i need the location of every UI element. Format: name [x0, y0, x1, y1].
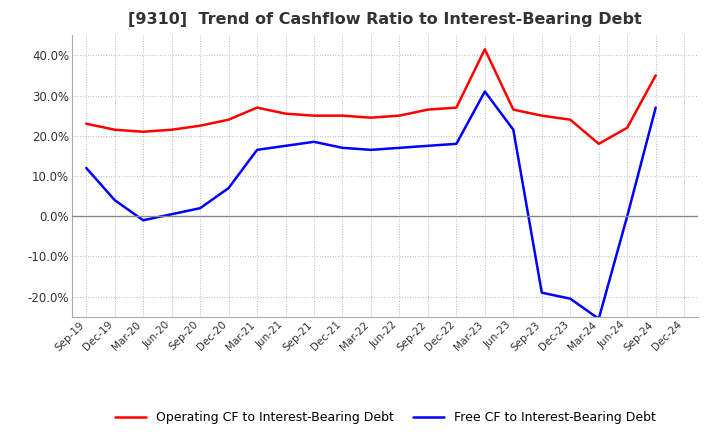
Operating CF to Interest-Bearing Debt: [366, 115, 375, 120]
Line: Free CF to Interest-Bearing Debt: Free CF to Interest-Bearing Debt: [86, 92, 656, 319]
Free CF to Interest-Bearing Debt: [282, 143, 290, 148]
Free CF to Interest-Bearing Debt: [595, 316, 603, 322]
Operating CF to Interest-Bearing Debt: [509, 107, 518, 112]
Free CF to Interest-Bearing Debt: [338, 145, 347, 150]
Free CF to Interest-Bearing Debt: [82, 165, 91, 171]
Free CF to Interest-Bearing Debt: [537, 290, 546, 295]
Operating CF to Interest-Bearing Debt: [196, 123, 204, 128]
Free CF to Interest-Bearing Debt: [423, 143, 432, 148]
Free CF to Interest-Bearing Debt: [509, 127, 518, 132]
Free CF to Interest-Bearing Debt: [395, 145, 404, 150]
Operating CF to Interest-Bearing Debt: [110, 127, 119, 132]
Free CF to Interest-Bearing Debt: [167, 212, 176, 217]
Free CF to Interest-Bearing Debt: [623, 213, 631, 219]
Operating CF to Interest-Bearing Debt: [452, 105, 461, 110]
Operating CF to Interest-Bearing Debt: [537, 113, 546, 118]
Operating CF to Interest-Bearing Debt: [480, 47, 489, 52]
Operating CF to Interest-Bearing Debt: [395, 113, 404, 118]
Operating CF to Interest-Bearing Debt: [595, 141, 603, 147]
Operating CF to Interest-Bearing Debt: [167, 127, 176, 132]
Free CF to Interest-Bearing Debt: [480, 89, 489, 94]
Legend: Operating CF to Interest-Bearing Debt, Free CF to Interest-Bearing Debt: Operating CF to Interest-Bearing Debt, F…: [109, 406, 661, 429]
Operating CF to Interest-Bearing Debt: [82, 121, 91, 126]
Operating CF to Interest-Bearing Debt: [225, 117, 233, 122]
Operating CF to Interest-Bearing Debt: [338, 113, 347, 118]
Free CF to Interest-Bearing Debt: [452, 141, 461, 147]
Free CF to Interest-Bearing Debt: [196, 205, 204, 211]
Free CF to Interest-Bearing Debt: [652, 105, 660, 110]
Free CF to Interest-Bearing Debt: [253, 147, 261, 153]
Line: Operating CF to Interest-Bearing Debt: Operating CF to Interest-Bearing Debt: [86, 49, 656, 144]
Free CF to Interest-Bearing Debt: [225, 185, 233, 191]
Free CF to Interest-Bearing Debt: [110, 198, 119, 203]
Operating CF to Interest-Bearing Debt: [623, 125, 631, 130]
Free CF to Interest-Bearing Debt: [310, 139, 318, 144]
Operating CF to Interest-Bearing Debt: [310, 113, 318, 118]
Operating CF to Interest-Bearing Debt: [423, 107, 432, 112]
Free CF to Interest-Bearing Debt: [366, 147, 375, 153]
Operating CF to Interest-Bearing Debt: [253, 105, 261, 110]
Free CF to Interest-Bearing Debt: [139, 218, 148, 223]
Operating CF to Interest-Bearing Debt: [652, 73, 660, 78]
Title: [9310]  Trend of Cashflow Ratio to Interest-Bearing Debt: [9310] Trend of Cashflow Ratio to Intere…: [128, 12, 642, 27]
Operating CF to Interest-Bearing Debt: [566, 117, 575, 122]
Operating CF to Interest-Bearing Debt: [139, 129, 148, 134]
Operating CF to Interest-Bearing Debt: [282, 111, 290, 116]
Free CF to Interest-Bearing Debt: [566, 296, 575, 301]
